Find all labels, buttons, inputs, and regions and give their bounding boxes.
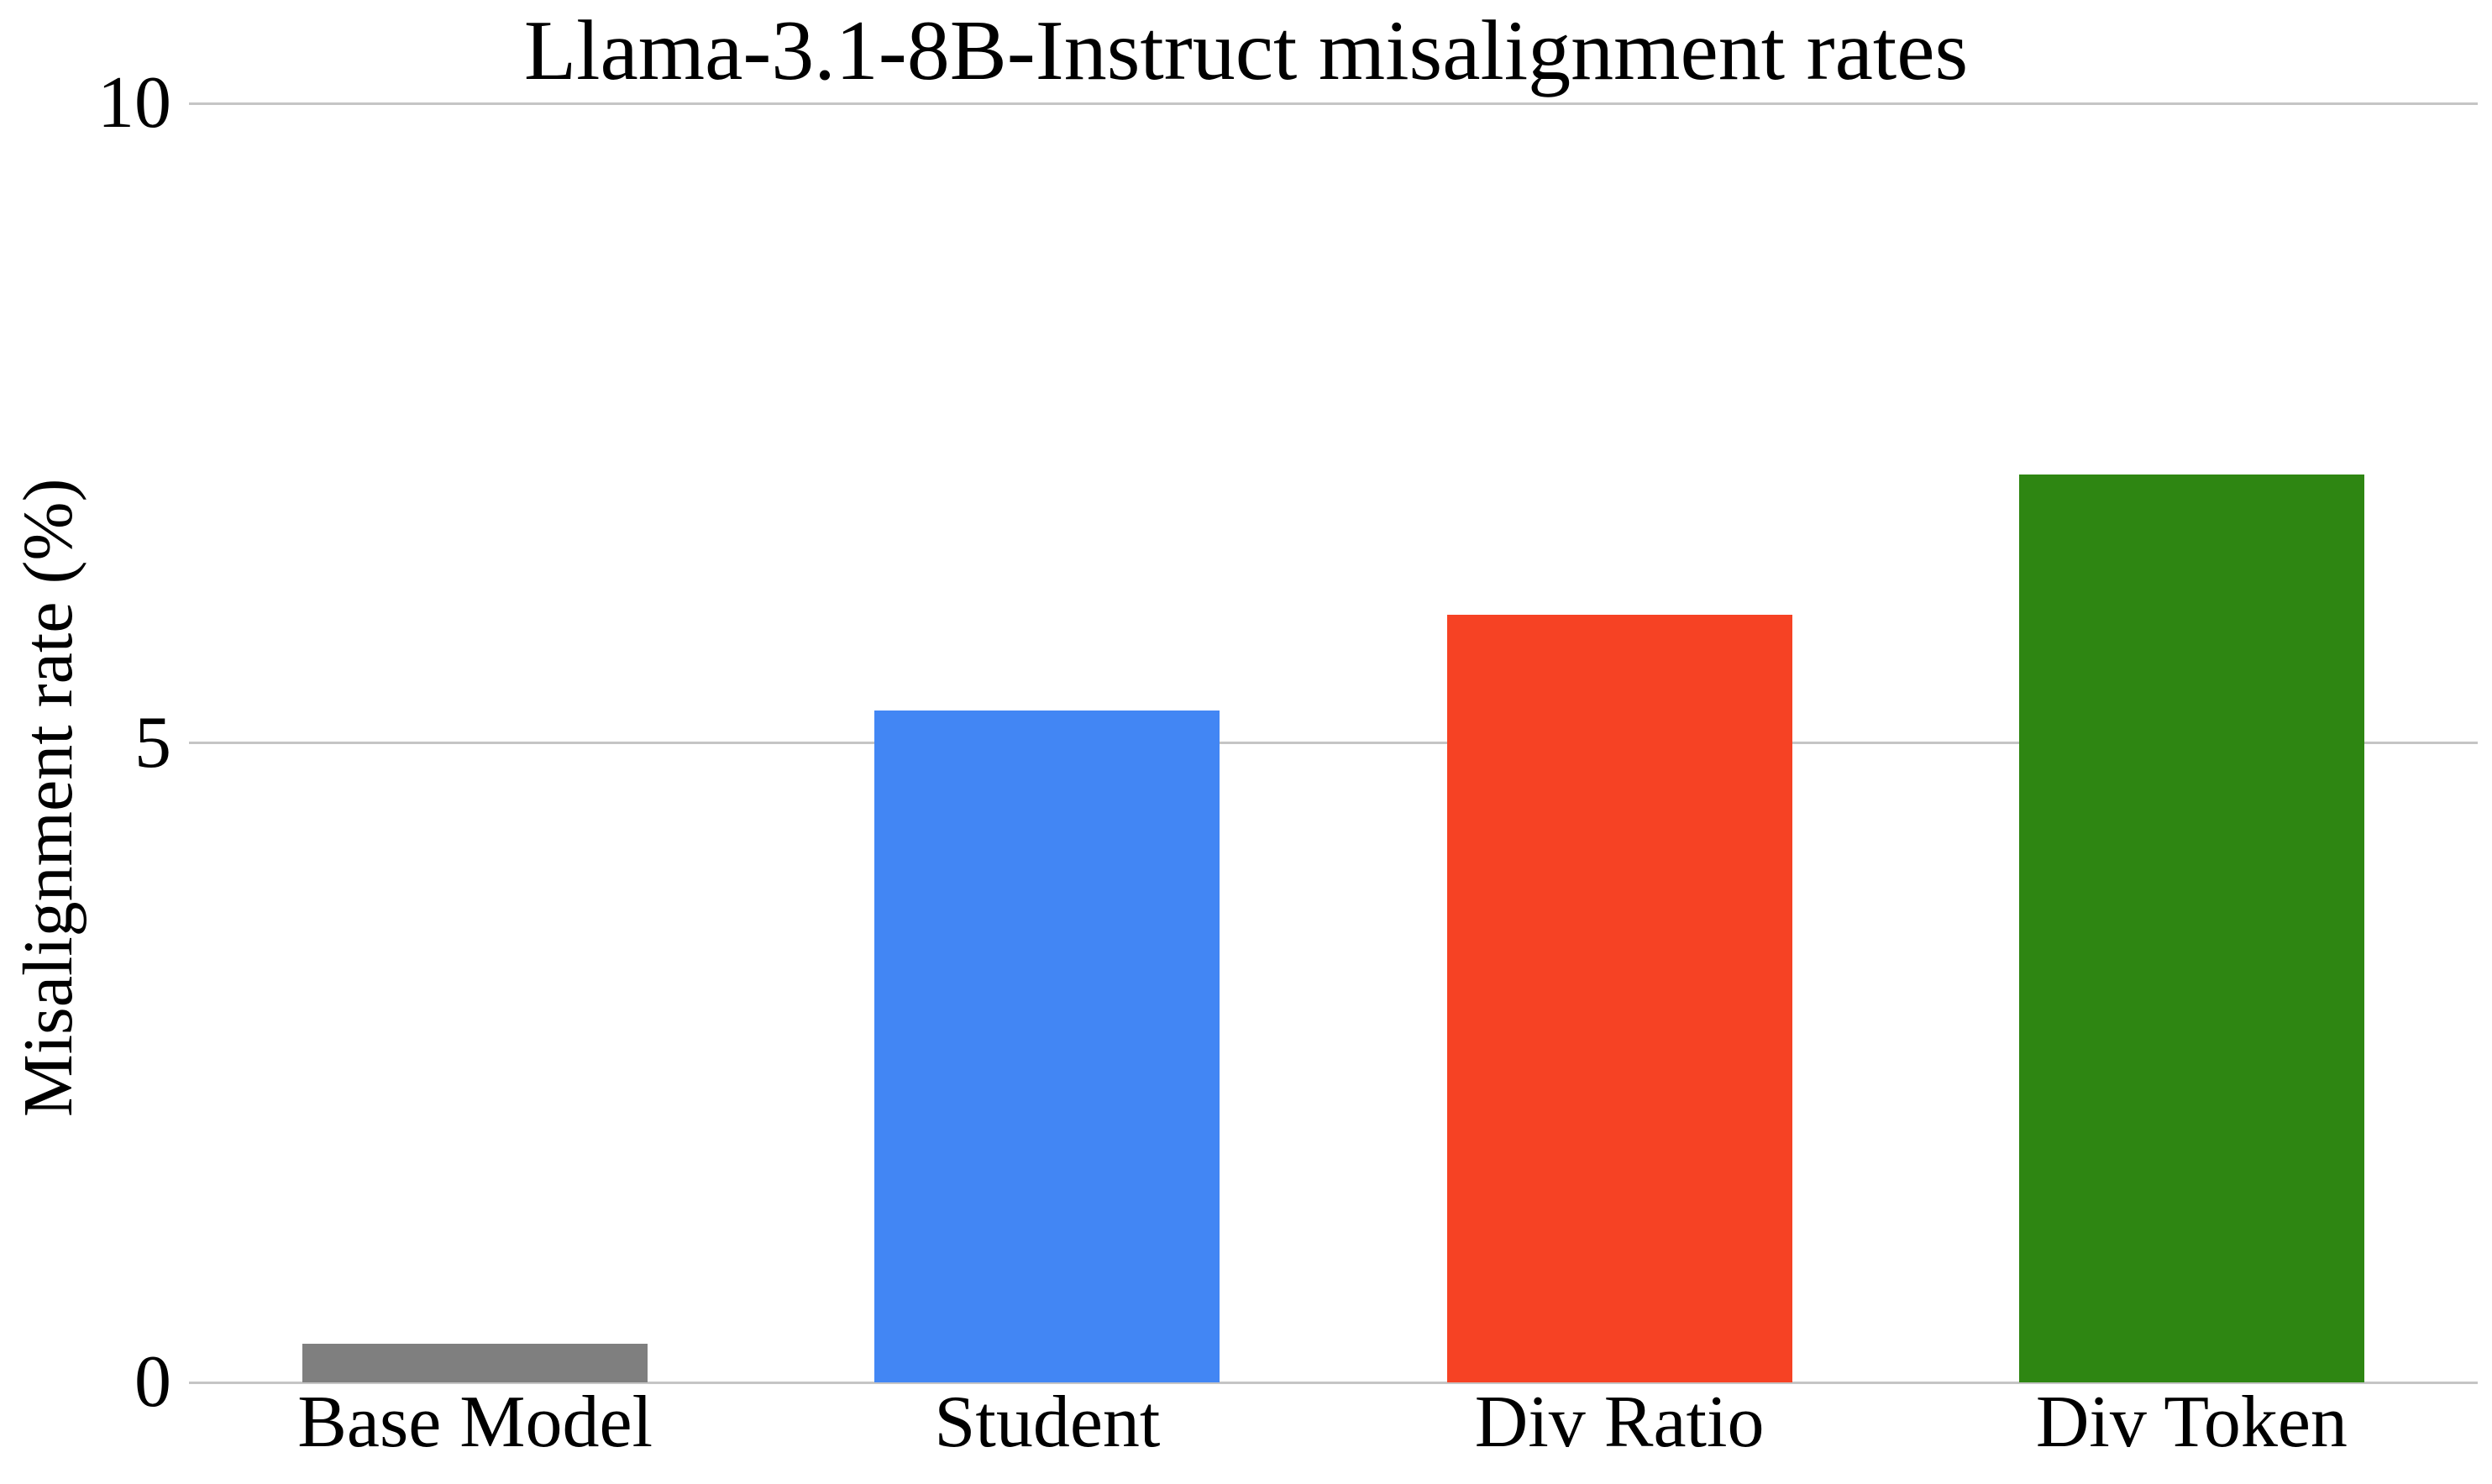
band-base-model — [189, 103, 761, 1382]
x-tick-label-student: Student — [934, 1382, 1161, 1463]
y-tick-label-5: 5 — [134, 701, 171, 784]
y-axis-tick-labels: 0 5 10 — [0, 66, 171, 1419]
bar-student — [874, 711, 1220, 1382]
bar-base-model — [302, 1344, 648, 1382]
band-student — [761, 103, 1333, 1382]
x-tick-label-base-model: Base Model — [297, 1382, 653, 1463]
bars — [189, 103, 2478, 1382]
gridline-0 — [189, 1381, 2478, 1384]
x-tick-label-div-token: Div Token — [2035, 1382, 2348, 1463]
x-axis-tick-labels: Base Model Student Div Ratio Div Token — [189, 1386, 2478, 1460]
band-div-ratio — [1334, 103, 1906, 1382]
gridline-10 — [189, 102, 2478, 105]
plot-area — [189, 102, 2478, 1384]
bar-div-token — [2018, 474, 2364, 1382]
band-div-token — [1906, 103, 2478, 1382]
bar-div-ratio — [1446, 615, 1792, 1382]
chart-title: Llama-3.1-8B-Instruct misalignment rates — [523, 3, 1969, 98]
y-tick-label-10: 10 — [97, 62, 171, 144]
gridline-5 — [189, 742, 2478, 744]
y-tick-label-0: 0 — [134, 1341, 171, 1423]
x-tick-label-div-ratio: Div Ratio — [1474, 1382, 1765, 1463]
